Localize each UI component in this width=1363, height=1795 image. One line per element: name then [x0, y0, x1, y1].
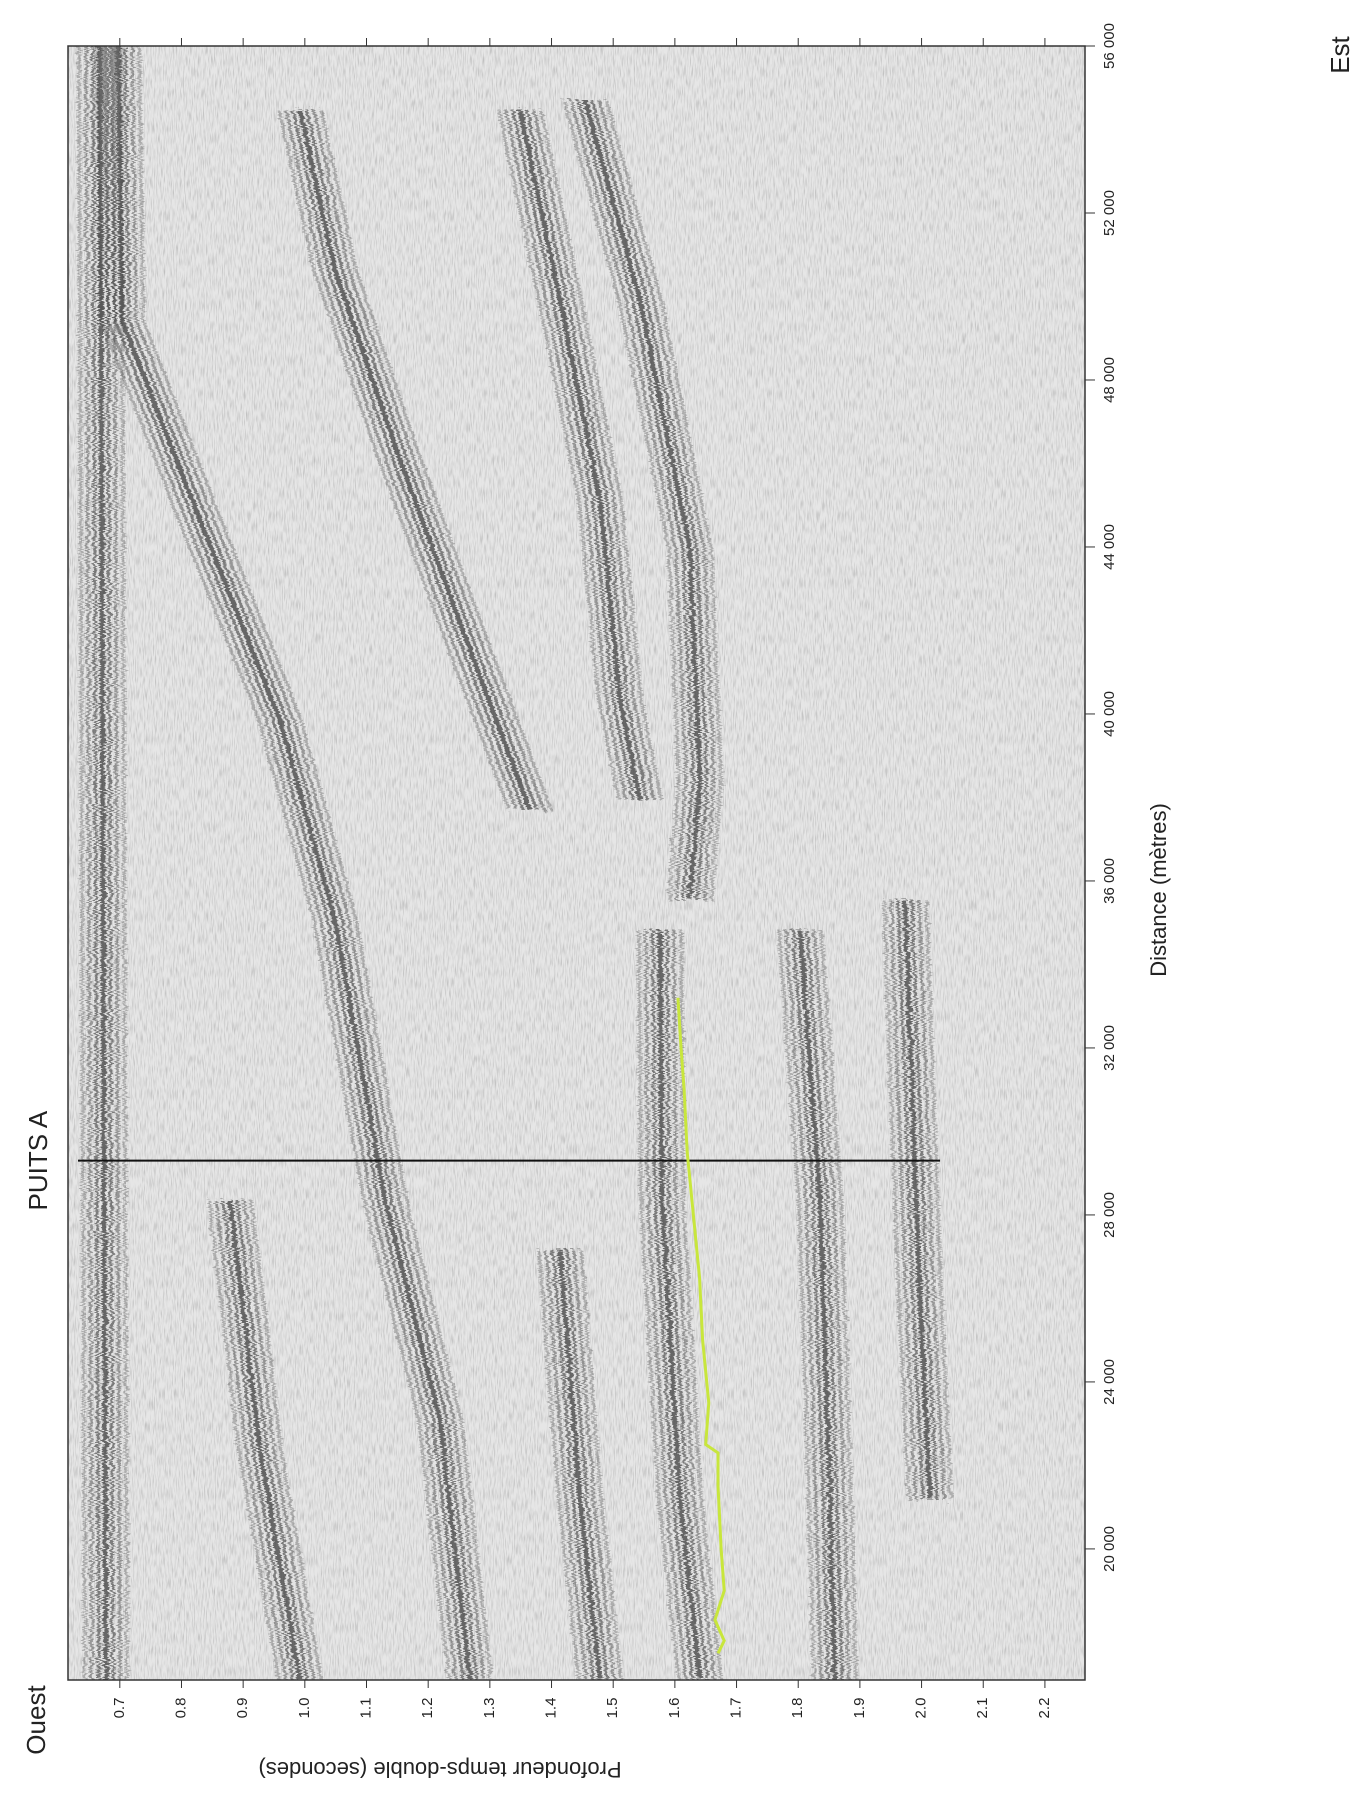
x-tick-label: 1.6 — [666, 1698, 683, 1719]
x-tick-label: 0.7 — [111, 1698, 128, 1719]
x-tick-label: 1.0 — [296, 1698, 313, 1719]
x-tick-label: 2.0 — [913, 1698, 930, 1719]
y-tick-label: 52 000 — [1101, 190, 1118, 236]
chart: 0.7 0.8 0.9 1.0 1.1 1.2 1.3 1.4 1.5 1.6 1.7 1.8 1.9 2… — [0, 0, 1363, 1795]
x-tick-label: 2.2 — [1036, 1698, 1053, 1719]
x-tick-label: 1.8 — [789, 1698, 806, 1719]
x-tick-label: 1.3 — [481, 1698, 498, 1719]
y-axis-label: Distance (mètres) — [1146, 803, 1171, 977]
y-tick-label: 32 000 — [1101, 1025, 1118, 1071]
x-tick-label: 2.1 — [974, 1698, 991, 1719]
y-tick-label: 36 000 — [1101, 858, 1118, 904]
y-tick-label: 56 000 — [1101, 23, 1118, 69]
well-label: PUITS A — [23, 1110, 53, 1210]
x-tick-label: 1.7 — [728, 1698, 745, 1719]
y-tick-label: 48 000 — [1101, 357, 1118, 403]
y-tick-label: 44 000 — [1101, 524, 1118, 570]
x-tick-label: 1.9 — [851, 1698, 868, 1719]
x-tick-label: 0.9 — [234, 1698, 251, 1719]
seismic-section — [68, 46, 1085, 1680]
x-tick-label: 1.5 — [604, 1698, 621, 1719]
y-tick-label: 24 000 — [1101, 1359, 1118, 1405]
east-label: Est — [1325, 35, 1355, 73]
x-tick-label: 1.2 — [419, 1698, 436, 1719]
x-tick-label: 1.1 — [357, 1698, 374, 1719]
page: 0.7 0.8 0.9 1.0 1.1 1.2 1.3 1.4 1.5 1.6 1.7 1.8 1.9 2… — [0, 0, 1363, 1795]
west-label: Ouest — [21, 1685, 51, 1755]
y-tick-label: 40 000 — [1101, 691, 1118, 737]
x-tick-label: 1.4 — [542, 1698, 559, 1719]
x-axis-label: Profondeur temps-double (secondes) — [258, 1757, 621, 1782]
x-tick-label: 0.8 — [172, 1698, 189, 1719]
y-tick-label: 20 000 — [1101, 1526, 1118, 1572]
y-tick-label: 28 000 — [1101, 1192, 1118, 1238]
